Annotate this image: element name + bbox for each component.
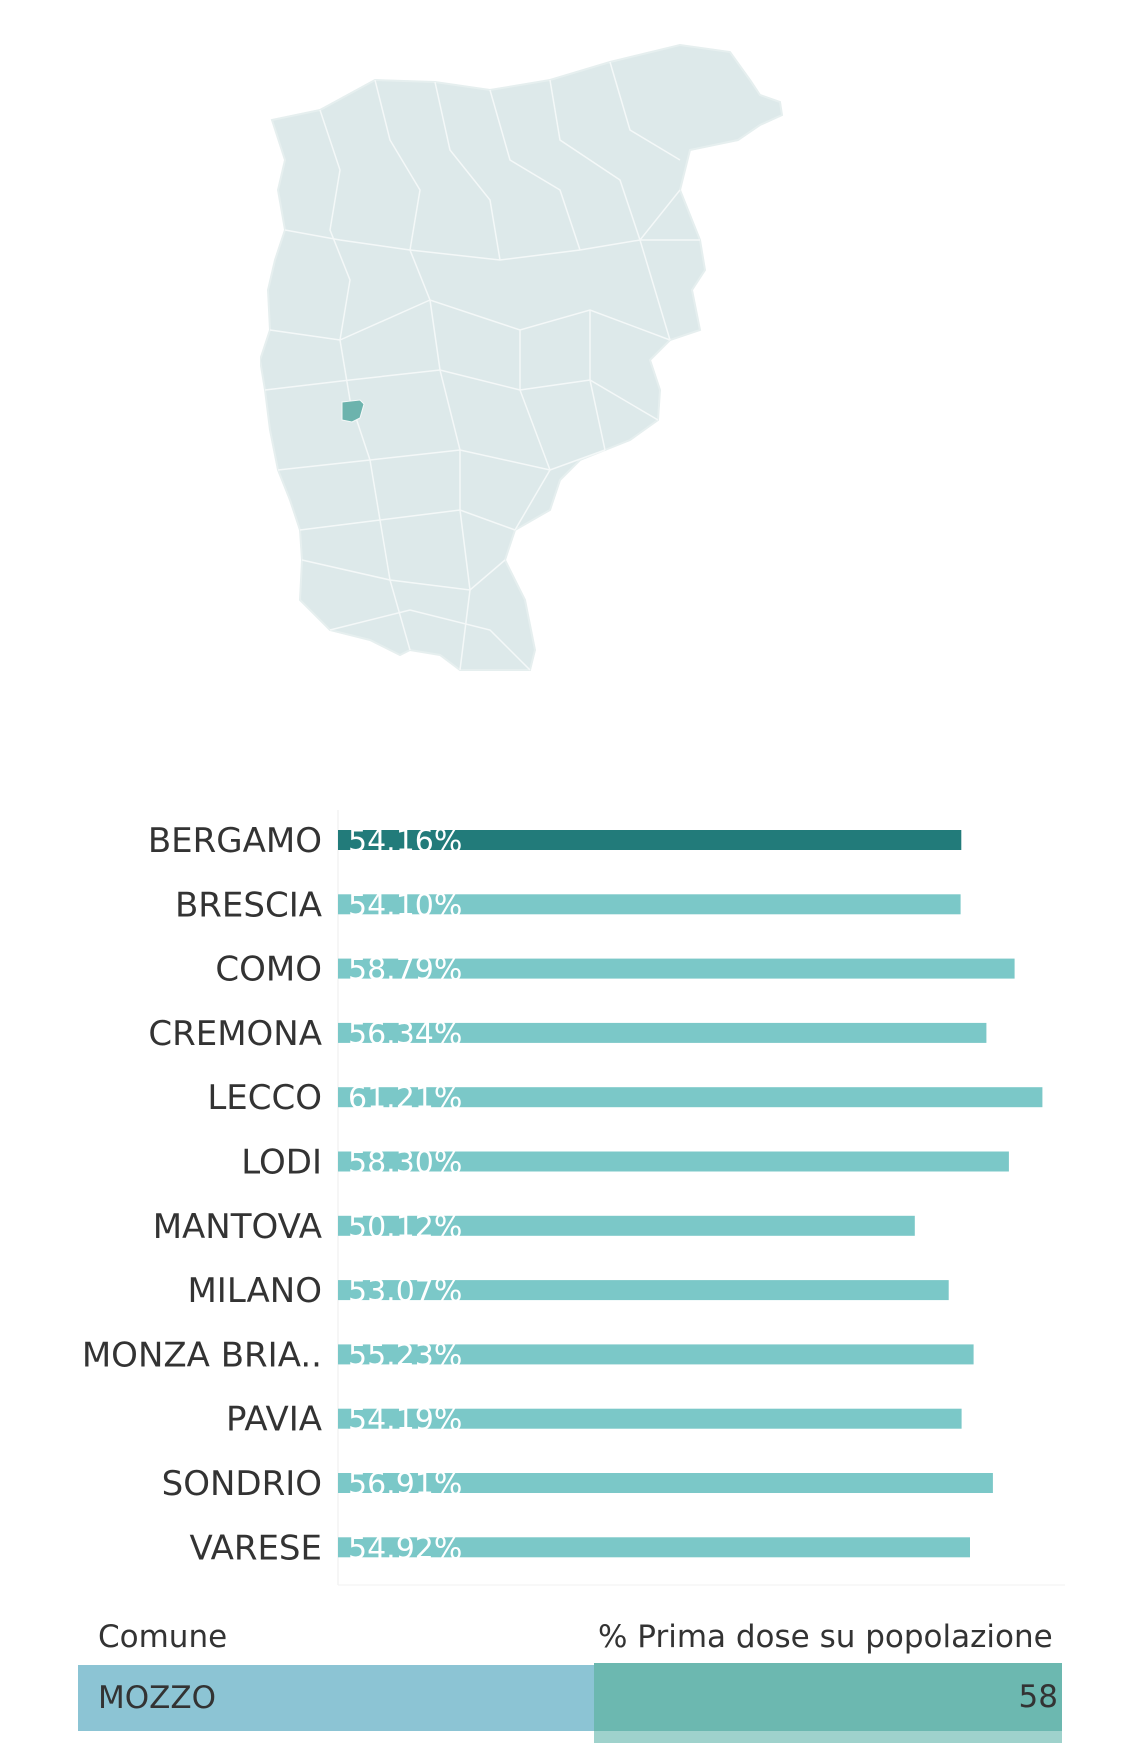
category-label: BERGAMO [148,821,322,861]
bar-lecco[interactable] [338,1087,1043,1108]
cell-comune[interactable]: MOZZO [78,1665,594,1731]
municipality-border-10 [299,509,516,531]
category-label: MONZA BRIA.. [82,1335,322,1375]
cell-pct[interactable]: 58 [594,1663,1062,1731]
bar-sondrio[interactable] [338,1473,993,1493]
municipality-border-15 [514,330,551,531]
bar-pavia[interactable] [338,1408,962,1429]
bar-brescia[interactable] [338,894,961,915]
municipality-border-13 [339,339,411,651]
value-label: 54.19% [348,1403,462,1438]
municipality-border-11 [301,559,506,591]
municipality-border-12 [329,609,531,671]
province-map [260,43,784,671]
municipality-borders [264,61,700,671]
municipality-border-3 [489,89,581,251]
cell-pct-value: 58 [1018,1679,1058,1715]
category-label: MANTOVA [153,1207,322,1247]
table-row-next-partial [78,1731,1062,1743]
value-label: 54.92% [348,1531,462,1566]
category-label: PAVIA [226,1400,322,1440]
province-shape [260,43,784,671]
value-label: 55.23% [348,1338,462,1373]
municipality-border-0 [319,109,351,341]
category-label: BRESCIA [175,885,322,925]
category-label: VARESE [189,1528,322,1568]
bar-lodi[interactable] [338,1151,1009,1172]
municipality-border-5 [609,61,681,161]
bar-monza-bria-[interactable] [338,1344,974,1365]
value-label: 53.07% [348,1274,462,1309]
value-label: 56.91% [348,1467,462,1502]
municipality-border-7 [269,299,671,341]
category-label: SONDRIO [162,1464,322,1504]
bar-bergamo[interactable] [338,830,962,850]
highlighted-municipality-mozzo [341,399,365,423]
category-label: LECCO [207,1078,322,1118]
bar-varese[interactable] [338,1537,970,1558]
table-header: Comune % Prima dose su popolazione T [78,1612,1062,1662]
municipality-border-2 [434,81,501,261]
column-header-comune[interactable]: Comune [98,1619,228,1655]
province-bar-chart: BERGAMO 54.16% BRESCIA 54.10% COMO 58.79% CREM… [82,810,1065,1586]
municipality-border-16 [589,310,606,451]
municipality-border-14 [429,299,471,671]
value-label: 56.34% [348,1017,462,1052]
bar-milano[interactable] [338,1280,949,1301]
bar-mantova[interactable] [338,1215,915,1236]
province-map-base [260,43,784,671]
bar-como[interactable] [338,958,1015,979]
table-row[interactable]: MOZZO 58 [78,1663,1062,1731]
value-label: 58.30% [348,1146,462,1181]
column-header-pct[interactable]: % Prima dose su popolazione T [598,1619,1062,1655]
bars-group: BERGAMO 54.16% BRESCIA 54.10% COMO 58.79% CREM… [82,821,1043,1568]
value-label: 54.16% [348,824,462,859]
value-label: 61.21% [348,1081,462,1116]
municipality-border-4 [549,79,641,241]
cell-comune-value: MOZZO [98,1680,217,1716]
value-label: 58.79% [348,953,462,988]
category-label: MILANO [187,1271,322,1311]
municipality-border-8 [264,369,659,421]
category-label: CREMONA [148,1014,322,1054]
category-label: COMO [215,950,322,990]
category-label: LODI [241,1143,322,1183]
value-label: 50.12% [348,1210,462,1245]
bar-cremona[interactable] [338,1022,987,1043]
municipality-border-17 [639,189,681,341]
municipality-border-1 [374,79,431,301]
value-label: 54.10% [348,888,462,923]
